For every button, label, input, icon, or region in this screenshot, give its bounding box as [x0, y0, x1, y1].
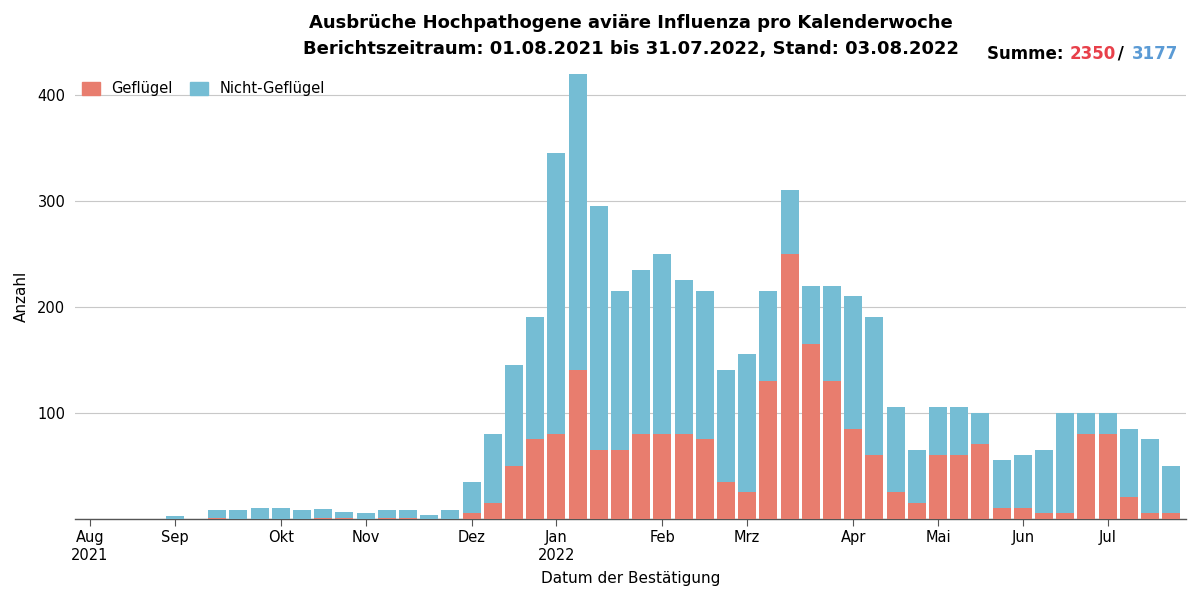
- Bar: [462, 513, 480, 518]
- Bar: [569, 0, 587, 370]
- Bar: [1014, 455, 1032, 508]
- Text: /: /: [1111, 45, 1129, 63]
- Bar: [420, 515, 438, 518]
- Bar: [1141, 439, 1159, 513]
- Bar: [823, 381, 841, 518]
- Bar: [908, 503, 926, 518]
- Bar: [293, 510, 311, 518]
- Bar: [950, 407, 968, 455]
- Bar: [484, 503, 502, 518]
- Bar: [887, 407, 905, 492]
- Bar: [335, 512, 353, 518]
- Bar: [674, 434, 692, 518]
- Y-axis label: Anzahl: Anzahl: [14, 271, 29, 322]
- Bar: [972, 445, 990, 518]
- Bar: [1036, 450, 1054, 513]
- Bar: [696, 439, 714, 518]
- Bar: [1014, 508, 1032, 518]
- Bar: [845, 296, 863, 428]
- Bar: [1099, 434, 1117, 518]
- Bar: [632, 434, 650, 518]
- Bar: [632, 269, 650, 434]
- Bar: [505, 365, 523, 466]
- Bar: [1163, 513, 1181, 518]
- Bar: [865, 455, 883, 518]
- Bar: [356, 513, 374, 518]
- Bar: [696, 291, 714, 439]
- Bar: [208, 510, 226, 518]
- Bar: [271, 508, 289, 518]
- Bar: [526, 439, 544, 518]
- Bar: [845, 428, 863, 518]
- Bar: [738, 355, 756, 492]
- Bar: [229, 510, 247, 518]
- Text: Summe:: Summe:: [988, 45, 1069, 63]
- X-axis label: Datum der Bestätigung: Datum der Bestätigung: [541, 571, 720, 586]
- Bar: [1056, 413, 1074, 513]
- Bar: [1099, 413, 1117, 434]
- Bar: [674, 280, 692, 434]
- Bar: [802, 286, 820, 344]
- Bar: [823, 286, 841, 381]
- Bar: [505, 466, 523, 518]
- Bar: [442, 510, 460, 518]
- Bar: [611, 291, 629, 450]
- Bar: [738, 492, 756, 518]
- Legend: Geflügel, Nicht-Geflügel: Geflügel, Nicht-Geflügel: [83, 81, 325, 96]
- Bar: [166, 517, 184, 518]
- Text: 3177: 3177: [1132, 45, 1178, 63]
- Bar: [1163, 466, 1181, 513]
- Bar: [398, 510, 416, 518]
- Bar: [462, 482, 480, 513]
- Bar: [589, 206, 607, 450]
- Bar: [781, 190, 799, 254]
- Bar: [992, 508, 1010, 518]
- Bar: [526, 317, 544, 439]
- Bar: [1036, 513, 1054, 518]
- Bar: [378, 510, 396, 518]
- Bar: [992, 460, 1010, 508]
- Bar: [760, 291, 778, 381]
- Bar: [547, 153, 565, 434]
- Bar: [589, 450, 607, 518]
- Bar: [908, 450, 926, 503]
- Text: 2350: 2350: [1069, 45, 1116, 63]
- Bar: [251, 508, 269, 518]
- Bar: [802, 344, 820, 518]
- Bar: [950, 455, 968, 518]
- Bar: [653, 434, 672, 518]
- Bar: [887, 492, 905, 518]
- Bar: [760, 381, 778, 518]
- Bar: [1120, 497, 1138, 518]
- Bar: [547, 434, 565, 518]
- Bar: [611, 450, 629, 518]
- Bar: [314, 509, 332, 518]
- Bar: [1141, 513, 1159, 518]
- Bar: [929, 455, 947, 518]
- Bar: [716, 370, 736, 482]
- Title: Ausbrüche Hochpathogene aviäre Influenza pro Kalenderwoche
Berichtszeitraum: 01.: Ausbrüche Hochpathogene aviäre Influenza…: [302, 14, 959, 58]
- Bar: [1078, 434, 1096, 518]
- Bar: [569, 370, 587, 518]
- Bar: [716, 482, 736, 518]
- Bar: [1056, 513, 1074, 518]
- Bar: [929, 407, 947, 455]
- Bar: [865, 317, 883, 455]
- Bar: [484, 434, 502, 503]
- Bar: [1120, 428, 1138, 497]
- Bar: [972, 413, 990, 445]
- Bar: [1078, 413, 1096, 434]
- Bar: [653, 254, 672, 434]
- Bar: [781, 254, 799, 518]
